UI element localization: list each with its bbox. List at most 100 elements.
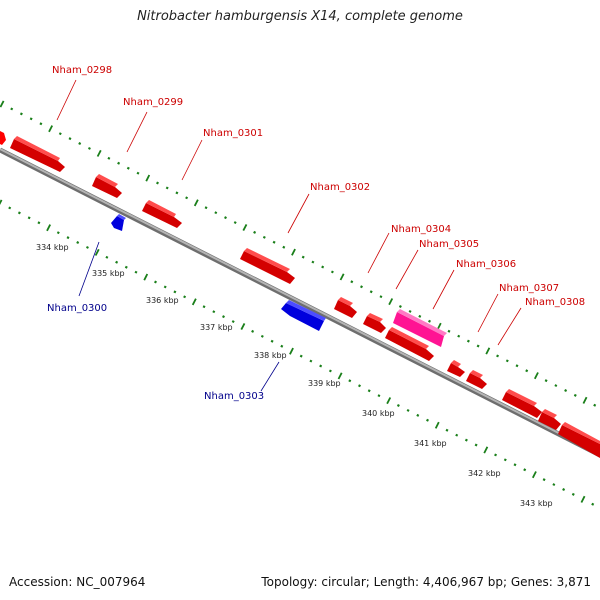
- kbp-label: 335 kbp: [92, 269, 125, 278]
- gene-arrow-nham-0306[interactable]: [393, 309, 447, 347]
- minor-tick: [554, 384, 558, 387]
- gene-label-nham-0308[interactable]: Nham_0308: [525, 297, 585, 308]
- gene-label-nham-0300[interactable]: Nham_0300: [47, 303, 107, 314]
- gene-label-nham-0301[interactable]: Nham_0301: [203, 128, 263, 139]
- minor-tick: [350, 280, 354, 284]
- gene-arrow-nham-0302[interactable]: [240, 248, 295, 284]
- minor-tick: [319, 364, 323, 368]
- gene-arrow-nham-0301[interactable]: [142, 200, 182, 228]
- minor-tick: [17, 211, 21, 215]
- minor-tick: [214, 211, 218, 215]
- major-tick: [0, 199, 3, 205]
- gene-arrow[interactable]: [0, 131, 6, 145]
- minor-tick: [348, 379, 352, 383]
- minor-tick: [496, 354, 500, 358]
- minor-tick: [105, 255, 109, 259]
- gene-label-nham-0306[interactable]: Nham_0306: [456, 259, 516, 270]
- gene-label-nham-0298[interactable]: Nham_0298: [52, 65, 112, 76]
- gene-arrow[interactable]: [502, 389, 542, 418]
- minor-tick: [175, 191, 179, 195]
- minor-tick: [447, 329, 451, 333]
- major-tick: [533, 372, 539, 380]
- major-tick: [48, 125, 53, 133]
- major-tick: [483, 446, 489, 454]
- major-tick: [436, 322, 442, 330]
- gene-arrow-nham-0304[interactable]: [334, 297, 357, 318]
- minor-tick: [115, 260, 119, 264]
- minor-tick: [134, 270, 138, 274]
- minor-tick: [251, 329, 255, 333]
- gene-label-nham-0307[interactable]: Nham_0307: [499, 283, 559, 294]
- gene-label-nham-0304[interactable]: Nham_0304: [391, 224, 451, 235]
- gene-label-nham-0305[interactable]: Nham_0305: [419, 239, 479, 250]
- genome-backbone: [0, 147, 600, 458]
- minor-tick: [233, 221, 237, 225]
- minor-tick: [505, 359, 509, 363]
- gene-arrow-nham-0298[interactable]: [10, 136, 65, 172]
- minor-tick: [19, 112, 23, 116]
- major-tick: [242, 223, 248, 232]
- major-tick: [145, 174, 151, 182]
- minor-tick: [328, 369, 332, 373]
- minor-tick: [76, 241, 80, 244]
- minor-tick: [204, 206, 208, 210]
- minor-tick: [513, 463, 517, 467]
- gene-arrow-nham-0308[interactable]: [466, 370, 487, 389]
- minor-tick: [552, 483, 556, 486]
- major-tick: [580, 495, 586, 503]
- minor-tick: [156, 181, 159, 185]
- gene-arrow-nham-0303[interactable]: [281, 300, 326, 331]
- accession-text: Accession: NC_007964: [9, 575, 146, 589]
- minor-tick: [476, 344, 480, 348]
- minor-tick: [107, 156, 111, 160]
- minor-tick: [88, 147, 91, 150]
- minor-tick: [321, 265, 325, 269]
- map-title: Nitrobacter hamburgensis X14, complete g…: [137, 9, 463, 24]
- minor-tick: [396, 404, 400, 407]
- minor-tick: [58, 132, 62, 136]
- minor-tick: [542, 478, 546, 482]
- minor-tick: [525, 369, 529, 373]
- kbp-label: 343 kbp: [520, 499, 553, 508]
- minor-tick: [202, 305, 206, 309]
- gene-label-nham-0299[interactable]: Nham_0299: [123, 97, 183, 108]
- major-tick: [339, 273, 345, 281]
- minor-tick: [10, 107, 14, 111]
- minor-tick: [280, 344, 284, 348]
- minor-tick: [224, 216, 227, 220]
- gene-arrow[interactable]: [538, 409, 561, 430]
- gene-arrow-nham-0300[interactable]: [111, 214, 126, 231]
- major-tick: [531, 471, 537, 479]
- minor-tick: [154, 280, 157, 284]
- gene-arrow-nham-0299[interactable]: [92, 174, 122, 198]
- minor-tick: [165, 186, 169, 190]
- major-tick: [191, 298, 197, 306]
- gene-label-nham-0302[interactable]: Nham_0302: [310, 182, 370, 193]
- minor-tick: [330, 270, 334, 274]
- kbp-label: 341 kbp: [414, 439, 447, 448]
- minor-tick: [29, 117, 33, 121]
- minor-tick: [573, 393, 577, 397]
- kbp-label: 338 kbp: [254, 351, 287, 360]
- major-tick: [485, 347, 491, 355]
- minor-tick: [544, 379, 548, 383]
- kbp-label: 337 kbp: [200, 323, 233, 332]
- major-tick: [388, 298, 394, 306]
- gene-arrow[interactable]: [558, 422, 600, 458]
- gene-arrow-nham-0307[interactable]: [447, 360, 465, 377]
- lower-tick-ring: [0, 199, 595, 506]
- minor-tick: [494, 453, 498, 457]
- gene-label-nham-0303[interactable]: Nham_0303: [204, 391, 264, 402]
- gene-arrow[interactable]: [385, 327, 434, 361]
- minor-tick: [591, 502, 595, 506]
- minor-tick: [66, 236, 70, 240]
- minor-tick: [222, 315, 225, 319]
- major-tick: [0, 100, 5, 108]
- minor-tick: [457, 334, 461, 338]
- minor-tick: [260, 334, 264, 338]
- minor-tick: [571, 492, 575, 496]
- minor-tick: [398, 305, 402, 308]
- gene-arrow-nham-0305[interactable]: [363, 313, 386, 333]
- minor-tick: [464, 438, 468, 442]
- minor-tick: [474, 443, 478, 447]
